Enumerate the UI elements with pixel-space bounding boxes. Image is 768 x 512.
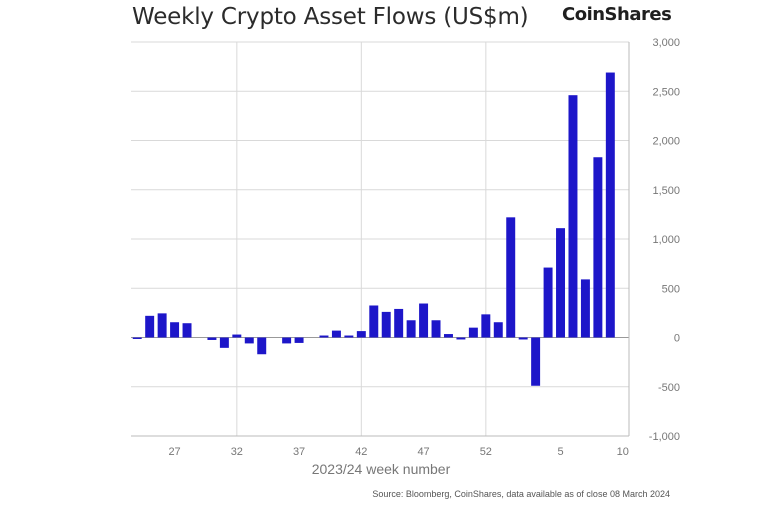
bar-week-5 <box>556 228 566 338</box>
bar-week-45 <box>394 308 404 338</box>
bar-week-26 <box>157 313 167 338</box>
y-tick-label: -500 <box>658 382 680 394</box>
bar-week-1 <box>506 217 516 338</box>
bar-week-43 <box>369 305 379 338</box>
bar-week-3 <box>531 337 541 386</box>
y-tick-label: 0 <box>674 333 680 345</box>
x-tick-label: 32 <box>231 446 243 458</box>
bar-week-9 <box>605 72 615 338</box>
bar-week-7 <box>580 279 590 338</box>
bar-week-46 <box>406 320 416 338</box>
chart-title: Weekly Crypto Asset Flows (US$m) <box>132 4 529 30</box>
x-tick-label: 42 <box>355 446 367 458</box>
bar-week-8 <box>593 157 603 338</box>
bar-week-33 <box>244 337 254 344</box>
bar-week-42 <box>356 331 366 338</box>
bar-week-37 <box>294 337 304 343</box>
x-tick-label: 47 <box>417 446 429 458</box>
x-tick-label: 10 <box>617 446 629 458</box>
x-tick-label: 5 <box>557 446 563 458</box>
bar-week-39 <box>319 335 329 338</box>
bar-week-36 <box>282 337 292 344</box>
bar-week-25 <box>145 315 155 338</box>
bar-week-49 <box>443 334 453 338</box>
y-tick-label: 1,500 <box>652 185 680 197</box>
bar-week-48 <box>431 320 441 338</box>
bar-week-47 <box>419 303 429 338</box>
bar-week-4 <box>543 267 553 338</box>
bar-week-32 <box>232 334 242 338</box>
y-tick-label: 3,000 <box>652 37 680 49</box>
bar-week-40 <box>331 330 341 338</box>
bar-week-41 <box>344 335 354 338</box>
bar-week-51 <box>468 327 478 338</box>
source-note: Source: Bloomberg, CoinShares, data avai… <box>372 489 670 499</box>
y-tick-label: 2,000 <box>652 136 680 148</box>
x-tick-label: 27 <box>168 446 180 458</box>
bar-week-27 <box>170 322 180 338</box>
x-axis-label: 2023/24 week number <box>312 461 451 477</box>
y-tick-label: 2,500 <box>652 86 680 98</box>
grid-lines <box>131 41 629 437</box>
bar-week-28 <box>182 323 192 338</box>
bar-week-6 <box>568 95 578 338</box>
bar-week-30 <box>207 337 217 340</box>
y-tick-label: -1,000 <box>649 431 680 443</box>
bar-week-52 <box>481 314 491 338</box>
bar-week-53 <box>493 322 503 338</box>
x-tick-labels: 27 32 37 42 47 52 5 10 <box>168 446 628 458</box>
x-tick-label: 37 <box>293 446 305 458</box>
bar-week-50 <box>456 337 466 340</box>
bar-week-44 <box>381 311 391 338</box>
y-tick-label: 1,000 <box>652 234 680 246</box>
brand-logo: CoinShares <box>562 4 672 25</box>
y-tick-labels: 3,000 2,500 2,000 1,500 1,000 500 0 -500 -1,000 <box>649 37 680 443</box>
x-tick-label: 52 <box>480 446 492 458</box>
bar-week-34 <box>257 337 267 355</box>
bars <box>132 72 615 386</box>
bar-week-2 <box>518 337 528 340</box>
bar-week-24 <box>132 337 142 339</box>
y-tick-label: 500 <box>662 283 680 295</box>
bar-week-31 <box>219 337 229 348</box>
